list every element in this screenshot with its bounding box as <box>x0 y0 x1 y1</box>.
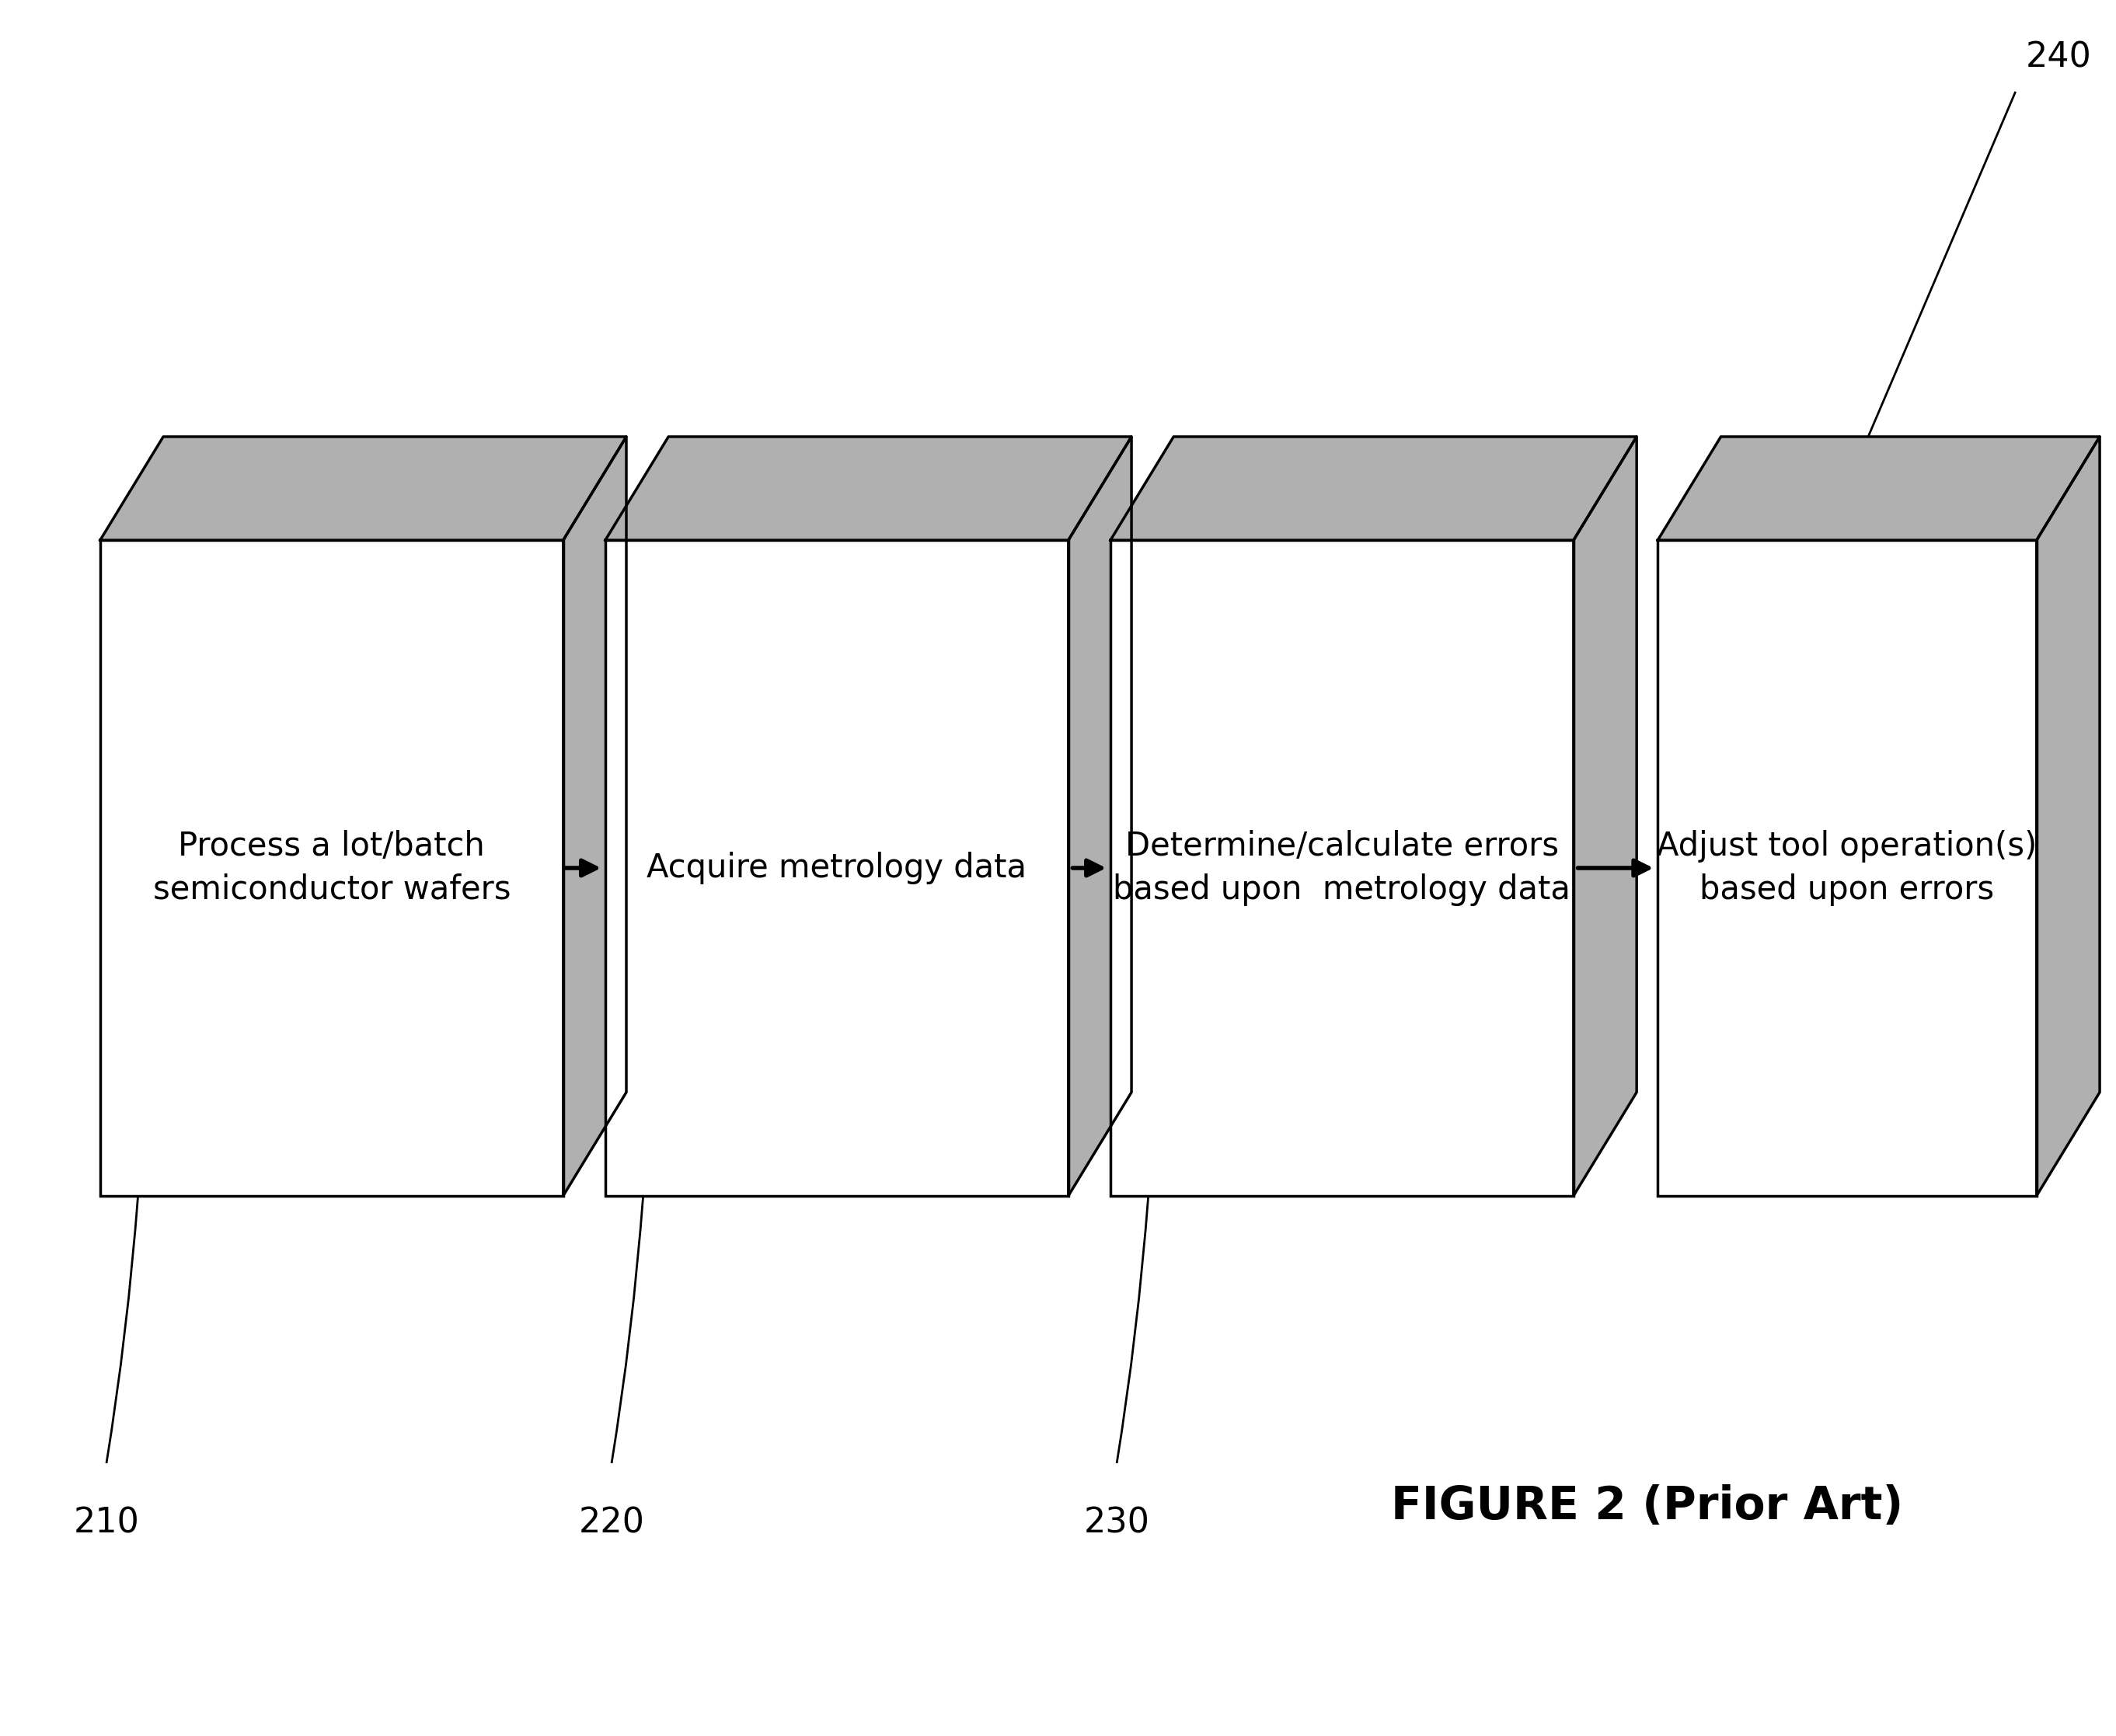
Text: FIGURE 2 (Prior Art): FIGURE 2 (Prior Art) <box>1390 1484 1902 1528</box>
Text: 240: 240 <box>2025 42 2093 75</box>
Text: Process a lot/batch
semiconductor wafers: Process a lot/batch semiconductor wafers <box>152 830 510 906</box>
Polygon shape <box>1111 437 1636 540</box>
Polygon shape <box>99 437 626 540</box>
Text: 220: 220 <box>578 1507 645 1540</box>
Polygon shape <box>1574 437 1636 1196</box>
Polygon shape <box>563 437 626 1196</box>
Text: 210: 210 <box>74 1507 140 1540</box>
Bar <box>99 540 563 1196</box>
Polygon shape <box>605 437 1132 540</box>
Text: 230: 230 <box>1083 1507 1149 1540</box>
Polygon shape <box>2036 437 2099 1196</box>
Text: Determine/calculate errors
based upon  metrology data: Determine/calculate errors based upon me… <box>1113 830 1570 906</box>
Bar <box>605 540 1069 1196</box>
Polygon shape <box>1069 437 1132 1196</box>
Bar <box>1111 540 1574 1196</box>
Polygon shape <box>1657 437 2099 540</box>
Text: Adjust tool operation(s)
based upon errors: Adjust tool operation(s) based upon erro… <box>1657 830 2038 906</box>
Text: Acquire metrology data: Acquire metrology data <box>647 852 1026 884</box>
Bar <box>1657 540 2036 1196</box>
